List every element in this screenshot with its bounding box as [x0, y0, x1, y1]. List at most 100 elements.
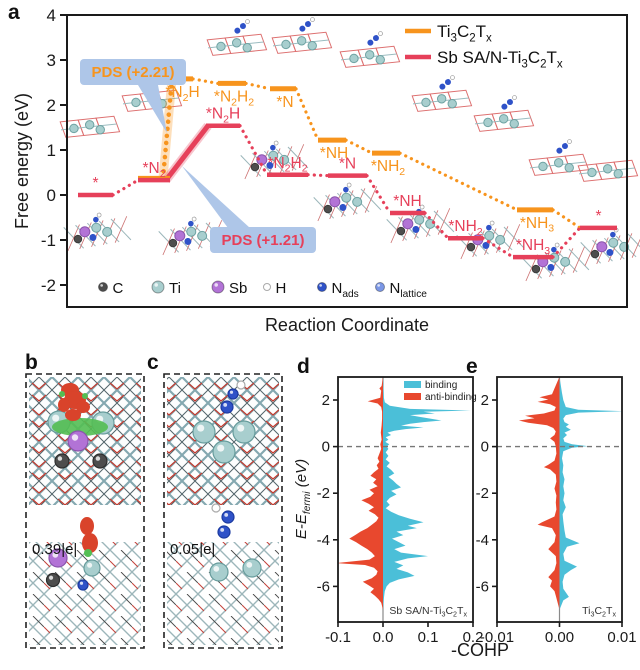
atom-label: Ti — [169, 280, 181, 297]
y-tick-label: -4 — [476, 532, 489, 549]
pds-label-orange: PDS (+2.21) — [92, 64, 175, 81]
y-tick-label: -2 — [41, 276, 56, 295]
state-label-red: *N2 — [142, 160, 165, 180]
panel-letter-a: a — [8, 1, 20, 24]
state-label-orange: *N2H — [165, 84, 199, 104]
state-label-orange: *NH3 — [520, 215, 554, 235]
structure-inset-top-view — [339, 31, 401, 68]
cohp-legend-label: binding — [425, 380, 457, 391]
y-tick-label: -2 — [317, 485, 330, 502]
dotted-connector — [244, 81, 272, 91]
panel-e-cohp-inner-label: Ti3C2Tx — [582, 605, 616, 619]
y-tick-label: 0 — [47, 186, 56, 205]
panel-c-structure-charge-label: 0.05|e| — [170, 541, 215, 558]
atom-swatch-0 — [98, 282, 108, 292]
y-tick-label: 2 — [481, 392, 489, 409]
structure-inset-top-view — [577, 159, 639, 182]
cohp-axis-labels: E-Efermi (eV) -COHP — [293, 459, 509, 660]
panel-d-cohp-plot-area — [338, 377, 471, 622]
dotted-connector — [551, 226, 582, 259]
dotted-connector — [191, 77, 220, 86]
y-tick-label: 3 — [47, 51, 56, 70]
dotted-connector — [398, 151, 519, 212]
red-rise — [164, 124, 210, 182]
pds-box-orange — [80, 59, 186, 85]
x-tick-label: 0.1 — [418, 629, 439, 646]
series-legend: Ti3C2Tx Sb SA/N-Ti3C2Tx — [405, 22, 563, 70]
atom-swatch-5 — [375, 282, 385, 292]
pds-annotations: PDS (+2.21) PDS (+1.21) — [80, 59, 316, 253]
panel-d-cohp: -0.1 0.0 0.1 0.2 2 0 -2 -4 -6 Sb SA/N-Ti3C2Tx bind… — [317, 376, 484, 646]
atom-swatch-3 — [263, 283, 271, 291]
x-tick-label: 0.2 — [463, 629, 484, 646]
atom-swatch-1 — [151, 280, 165, 294]
dotted-connector — [481, 236, 515, 259]
cohp-x-axis-label: -COHP — [451, 640, 509, 660]
y-tick-label: -6 — [317, 578, 330, 595]
free-energy-axes: 4 3 2 1 0 -1 -2 Free energy (eV) Reaction Coordi… — [12, 6, 628, 335]
y-tick-label: -6 — [476, 578, 489, 595]
cohp-legend-swatch — [404, 393, 421, 400]
cohp-legend-swatch — [404, 381, 421, 388]
antibinding-profile — [518, 377, 560, 610]
binding-profile — [559, 377, 622, 610]
charge-loss-isosurface — [58, 398, 70, 412]
structure-inset-side-view — [158, 216, 227, 256]
panel-c-structure: 0.05|e| — [163, 373, 283, 649]
state-label-orange: *N2H2 — [214, 88, 254, 108]
y-tick-label: -4 — [317, 532, 330, 549]
structure-inset-side-view — [240, 140, 309, 180]
dotted-connector — [294, 87, 320, 142]
dotted-connector — [306, 173, 330, 178]
atom-label: Nlattice — [390, 280, 428, 300]
state-label-red: * — [92, 175, 98, 192]
structure-inset-side-view — [63, 212, 132, 252]
panel-b-structure: 0.39|e| — [25, 373, 145, 649]
charge-loss-isosurface — [76, 401, 90, 413]
structure-inset-top-view — [271, 17, 333, 54]
panel-letter-d: d — [297, 355, 310, 378]
panel-e-cohp-plot-area — [518, 377, 622, 622]
x-tick-label: -0.01 — [480, 629, 514, 646]
x-tick-label: 0.00 — [545, 629, 574, 646]
antibinding-profile — [338, 377, 383, 610]
structure-inset-top-view — [473, 95, 535, 132]
atom-label: Sb — [229, 280, 247, 297]
state-label-red: *NH — [393, 193, 421, 210]
binding-profile — [383, 377, 471, 610]
pds-pointer-red — [182, 166, 250, 228]
state-labels: **N2*N2H*N2H2 *N*NH*NH2*NH3**N2H *N2H2 *N*N… — [92, 84, 601, 257]
state-label-red: *NH2 — [448, 218, 482, 238]
structure-inset-top-view — [59, 115, 121, 138]
panel-e-cohp: -0.01 0.00 0.01 2 0 -2 -4 -6 Ti3C2Tx — [476, 376, 637, 646]
panel-b-structure-charge-label: 0.39|e| — [32, 541, 77, 558]
legend-label-red: Sb SA/N-Ti3C2Tx — [437, 48, 563, 70]
y-tick-label: 4 — [47, 6, 56, 25]
pds-box-red — [210, 227, 316, 253]
atom-legend: C Ti Sb H Nads Nlattice — [98, 280, 428, 300]
state-label-red: *NH3 — [516, 237, 550, 257]
dotted-connector — [551, 208, 582, 230]
structure-inset-side-view — [313, 182, 382, 222]
state-label-orange: *NH2 — [371, 158, 405, 178]
structure-inset-top-view — [206, 19, 268, 56]
y-tick-label: 0 — [481, 439, 489, 456]
structure-insets — [59, 17, 640, 282]
panel-b-structure-side-view-lattice — [29, 542, 141, 645]
panel-letter-b: b — [25, 351, 38, 374]
pds-pointer-orange — [138, 85, 167, 133]
panel-letter-e: e — [466, 355, 478, 378]
structure-inset-top-view — [411, 75, 473, 112]
x-tick-label: 0.01 — [607, 629, 636, 646]
y-tick-label: 2 — [322, 392, 330, 409]
state-label-orange: *N — [276, 94, 293, 111]
panel-a-free-energy-diagram: 4 3 2 1 0 -1 -2 Free energy (eV) Reaction Coordi… — [12, 6, 640, 335]
y-tick-label: -1 — [41, 231, 56, 250]
cohp-legend-label: anti-binding — [425, 392, 477, 403]
atom-label: H — [276, 280, 287, 297]
cohp-y-axis-label: E-Efermi (eV) — [293, 459, 313, 539]
atom-label: Nads — [332, 280, 359, 300]
dotted-connector — [344, 138, 374, 155]
